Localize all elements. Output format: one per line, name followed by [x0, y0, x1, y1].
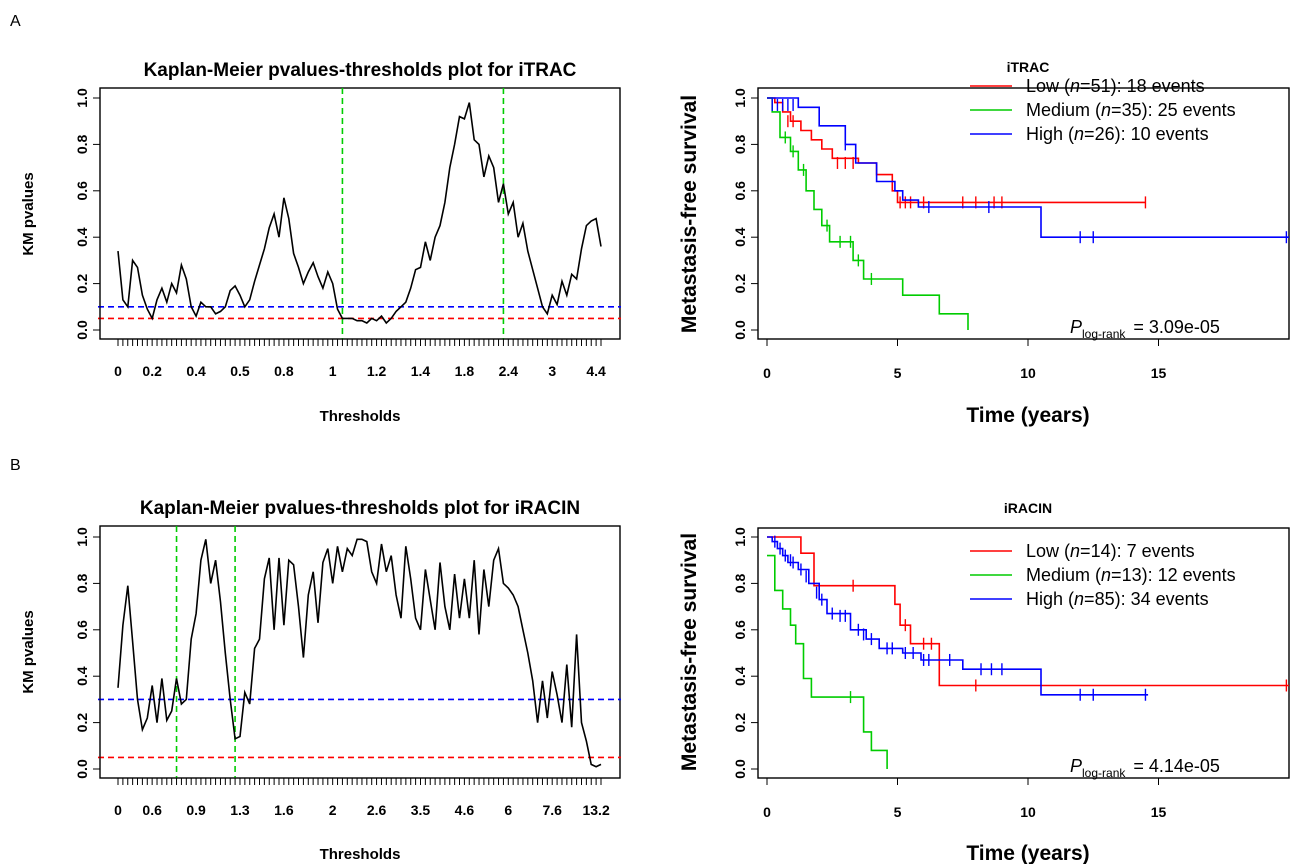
- y-tick-label: 0.6: [732, 181, 748, 201]
- x-tick-label: 15: [1151, 365, 1167, 381]
- x-tick-label: 5: [894, 804, 902, 820]
- x-tick-label: 4.4: [586, 363, 606, 379]
- legend-entry-low: Low (n=14): 7 events: [1026, 541, 1195, 561]
- x-tick-label: 1.2: [367, 363, 387, 379]
- plot-frame: [99, 87, 621, 340]
- y-tick-label: 0.0: [732, 320, 748, 340]
- y-tick-label: 0.6: [74, 620, 90, 640]
- y-tick-label: 1.0: [732, 527, 748, 547]
- pvalue-series-line: [117, 102, 602, 325]
- y-tick-label: 0.8: [74, 573, 90, 593]
- survival-curve-high: [767, 536, 1149, 696]
- x-tick-label: 2: [329, 802, 337, 818]
- x-tick-label: 1.3: [230, 802, 250, 818]
- plot-frame: [99, 525, 621, 779]
- km-plot-title: Kaplan-Meier pvalues-thresholds plot for…: [140, 498, 580, 519]
- x-tick-label: 3.5: [411, 802, 431, 818]
- y-tick-label: 1.0: [74, 88, 90, 108]
- y-tick-label: 0.8: [74, 134, 90, 154]
- y-tick-label: 1.0: [732, 88, 748, 108]
- y-tick-label: 0.0: [74, 759, 90, 779]
- x-tick-label: 0.4: [186, 363, 206, 379]
- km-plot-title: Kaplan-Meier pvalues-thresholds plot for…: [144, 60, 577, 81]
- y-tick-label: 0.6: [74, 181, 90, 201]
- y-tick-label: 0.4: [732, 666, 748, 686]
- legend: Low (n=14): 7 events Medium (n=13): 12 e…: [970, 541, 1236, 609]
- y-tick-label: 0.0: [74, 320, 90, 340]
- x-tick-label: 0: [114, 802, 122, 818]
- survival-plot-title: iRACIN: [1004, 500, 1052, 516]
- x-tick-label: 0.8: [274, 363, 294, 379]
- x-tick-label: 1.4: [411, 363, 431, 379]
- x-tick-label: 10: [1020, 365, 1036, 381]
- y-tick-label: 0.2: [74, 274, 90, 294]
- x-tick-label: 13.2: [582, 802, 609, 818]
- x-tick-label: 3: [548, 363, 556, 379]
- x-tick-label: 15: [1151, 804, 1167, 820]
- y-tick-label: 0.2: [732, 274, 748, 294]
- y-tick-label: 0.2: [732, 713, 748, 733]
- y-axis-label: Metastasis-free survival: [678, 533, 701, 771]
- km-pvalue-plot-itrac: Kaplan-Meier pvalues-thresholds plot for…: [20, 60, 621, 425]
- y-tick-label: 0.4: [74, 227, 90, 247]
- legend-entry-high: High (n=85): 34 events: [1026, 589, 1209, 609]
- survival-plot-title: iTRAC: [1007, 59, 1050, 75]
- x-tick-label: 0.2: [142, 363, 162, 379]
- legend-entry-medium: Medium (n=35): 25 events: [1026, 100, 1236, 120]
- y-tick-label: 0.4: [732, 227, 748, 247]
- survival-curve-medium: [767, 554, 888, 769]
- y-tick-label: 0.0: [732, 759, 748, 779]
- y-tick-label: 0.6: [732, 620, 748, 640]
- pvalue-series-line: [117, 538, 602, 768]
- x-tick-label: 1.8: [455, 363, 475, 379]
- x-axis-label: Time (years): [966, 404, 1089, 427]
- survival-plot-iracin: iRACIN 0 5 10 15 0.0 0.2 0.4 0.6 0.8 1.0…: [678, 500, 1290, 864]
- y-tick-label: 0.2: [74, 713, 90, 733]
- x-tick-label: 0: [763, 365, 771, 381]
- x-tick-label: 5: [894, 365, 902, 381]
- x-tick-label: 0: [763, 804, 771, 820]
- legend-entry-high: High (n=26): 10 events: [1026, 124, 1209, 144]
- x-tick-label: 4.6: [455, 802, 475, 818]
- x-tick-label: 0.6: [142, 802, 162, 818]
- x-tick-label: 2.6: [367, 802, 387, 818]
- x-tick-label: 0.5: [230, 363, 250, 379]
- y-tick-label: 1.0: [74, 527, 90, 547]
- x-tick-label: 0: [114, 363, 122, 379]
- survival-plot-itrac: iTRAC 0 5 10 15 0.0 0.2 0.4 0.6 0.8 1.0 …: [678, 59, 1290, 427]
- p-value-annotation: Plog-rank = 4.14e-05: [1070, 756, 1220, 780]
- x-tick-label: 0.9: [186, 802, 206, 818]
- y-tick-label: 0.8: [732, 573, 748, 593]
- y-axis-label: KM pvalues: [20, 172, 37, 255]
- x-tick-label: 6: [504, 802, 512, 818]
- survival-curve-low: [767, 536, 1289, 687]
- y-tick-label: 0.8: [732, 134, 748, 154]
- x-tick-label: 1: [329, 363, 337, 379]
- x-tick-label: 7.6: [542, 802, 562, 818]
- legend-entry-medium: Medium (n=13): 12 events: [1026, 565, 1236, 585]
- x-tick-label: 1.6: [274, 802, 294, 818]
- survival-curve-high: [767, 97, 1289, 238]
- x-axis-label: Time (years): [966, 842, 1089, 864]
- x-axis-label: Thresholds: [320, 408, 401, 425]
- legend-entry-low: Low (n=51): 18 events: [1026, 76, 1205, 96]
- panel-letter-a: A: [10, 13, 21, 30]
- x-tick-label: 2.4: [499, 363, 519, 379]
- y-axis-label: KM pvalues: [20, 610, 37, 693]
- panel-letter-b: B: [10, 457, 21, 474]
- legend: Low (n=51): 18 events Medium (n=35): 25 …: [970, 76, 1236, 144]
- survival-curve-medium: [767, 97, 969, 330]
- y-axis-label: Metastasis-free survival: [678, 95, 701, 333]
- p-value-annotation: Plog-rank = 3.09e-05: [1070, 317, 1220, 341]
- x-axis-label: Thresholds: [320, 846, 401, 863]
- x-tick-label: 10: [1020, 804, 1036, 820]
- km-pvalue-plot-iracin: Kaplan-Meier pvalues-thresholds plot for…: [20, 498, 621, 863]
- y-tick-label: 0.4: [74, 666, 90, 686]
